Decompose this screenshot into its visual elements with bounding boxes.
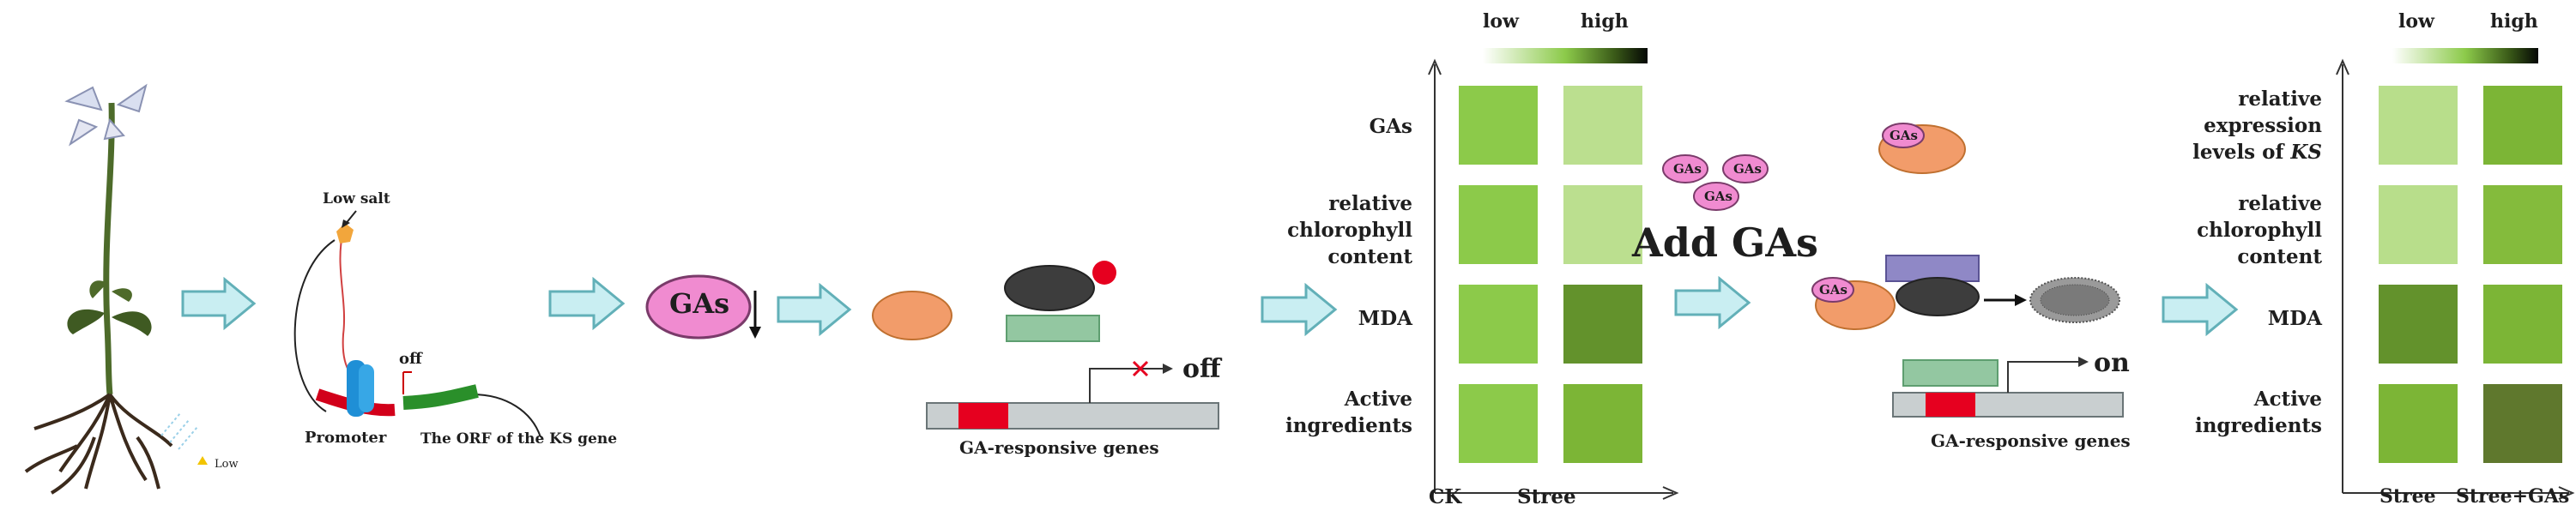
flow-arrow-3 bbox=[777, 283, 852, 336]
heatmap1-row-label-chlorophyll: relative chlorophyll content bbox=[1287, 190, 1412, 270]
heatmap2-row-label-active-line2: ingredients bbox=[2194, 414, 2322, 437]
promoter-diagram bbox=[293, 210, 541, 437]
heatmap2-row-label-active-line1: Active bbox=[2253, 388, 2322, 411]
gas-molecule-label-3: GAs bbox=[1704, 189, 1732, 204]
promoter-off-label: off bbox=[399, 350, 422, 368]
gene-on-label: on bbox=[2094, 348, 2130, 378]
heatmap2-cell-r2-c2 bbox=[2483, 185, 2562, 264]
heatmap2-row-label-chlorophyll-line1: relative bbox=[2238, 192, 2322, 215]
heatmap2-cell-r1-c1 bbox=[2379, 86, 2458, 165]
gas-molecules-cluster bbox=[1662, 154, 1769, 211]
heatmap1-legend-bar bbox=[1483, 48, 1648, 63]
heatmap2-row-label-chlorophyll-line3: content bbox=[2237, 245, 2322, 268]
genes-label-2: GA-responsive genes bbox=[1931, 430, 2131, 451]
add-gas-label: Add GAs bbox=[1632, 219, 1818, 266]
heatmap2-cell-r4-c1 bbox=[2379, 384, 2458, 463]
heatmap2-legend-low: low bbox=[2398, 10, 2434, 33]
soil-salt-label: Low bbox=[215, 458, 239, 471]
heatmap2-row-label-ks-line3: levels of KS bbox=[2192, 141, 2322, 164]
heatmap1-cell-r2-c1 bbox=[1459, 185, 1538, 264]
gas-oval-label: GAs bbox=[669, 287, 730, 320]
heatmap1-cell-r3-c1 bbox=[1459, 285, 1538, 364]
gene-on-diagram bbox=[1811, 123, 2124, 418]
heatmap2-row-label-mda: MDA bbox=[2267, 307, 2322, 330]
heatmap2-row-label-chlorophyll-line2: chlorophyll bbox=[2197, 219, 2322, 242]
gas-decrease-oval bbox=[645, 274, 761, 340]
heatmap2-row-label-chlorophyll: relative chlorophyll content bbox=[2197, 190, 2322, 270]
heatmap1-row-label-active: Active ingredients bbox=[1285, 386, 1412, 439]
heatmap1-cell-r3-c2 bbox=[1563, 285, 1642, 364]
gene-off-label: off bbox=[1182, 354, 1221, 384]
heatmap2-cell-r3-c1 bbox=[2379, 285, 2458, 364]
orf-label: The ORF of the KS gene bbox=[420, 430, 618, 448]
heatmap1-col-label-ck: CK bbox=[1429, 485, 1462, 508]
gene-off-diagram bbox=[872, 261, 1219, 430]
heatmap1-row-label-gas: GAs bbox=[1369, 115, 1412, 138]
heatmap2-col-label-stree-gas: Stree+GAs bbox=[2456, 485, 2570, 508]
heatmap1-cell-r4-c2 bbox=[1563, 384, 1642, 463]
heatmap2-cell-r1-c2 bbox=[2483, 86, 2562, 165]
heatmap1-axes bbox=[1428, 58, 1679, 500]
heatmap1-row-label-chlorophyll-line3: content bbox=[1327, 245, 1412, 268]
heatmap1-cell-r1-c2 bbox=[1563, 86, 1642, 165]
heatmap1-col-label-stree: Stree bbox=[1517, 485, 1576, 508]
heatmap2-row-label-active: Active ingredients bbox=[2195, 386, 2322, 439]
heatmap1-cell-r1-c1 bbox=[1459, 86, 1538, 165]
gas-molecule-label-1: GAs bbox=[1673, 161, 1702, 177]
plant-illustration bbox=[24, 83, 208, 495]
gas-molecule-label-2: GAs bbox=[1733, 161, 1762, 177]
heatmap1-row-label-active-line2: ingredients bbox=[1285, 414, 1412, 437]
flow-arrow-2 bbox=[548, 277, 626, 330]
heatmap1-row-label-chlorophyll-line2: chlorophyll bbox=[1287, 219, 1412, 242]
heatmap2-axes bbox=[2336, 58, 2575, 500]
heatmap1-cell-r4-c1 bbox=[1459, 384, 1538, 463]
genes-label-1: GA-responsive genes bbox=[959, 437, 1159, 458]
flow-arrow-6 bbox=[2162, 283, 2239, 336]
flow-arrow-5 bbox=[1674, 276, 1751, 329]
heatmap1-row-label-active-line1: Active bbox=[1344, 388, 1412, 411]
low-salt-label: Low salt bbox=[323, 190, 390, 207]
heatmap2-cell-r3-c2 bbox=[2483, 285, 2562, 364]
promoter-label: Promoter bbox=[305, 429, 387, 447]
heatmap2-row-label-ks-line1: relative bbox=[2238, 87, 2322, 111]
heatmap2-row-label-ks: relative expression levels of KS bbox=[2192, 86, 2322, 165]
heatmap1-cell-r2-c2 bbox=[1563, 185, 1642, 264]
heatmap2-col-label-stree: Stree bbox=[2379, 485, 2436, 508]
heatmap1-legend-low: low bbox=[1483, 10, 1519, 33]
flow-arrow-4 bbox=[1261, 283, 1338, 336]
heatmap1-legend-high: high bbox=[1581, 10, 1629, 33]
heatmap1-row-label-chlorophyll-line1: relative bbox=[1328, 192, 1412, 215]
heatmap2-row-label-ks-line2: expression bbox=[2204, 114, 2322, 137]
gas-bound-label-top: GAs bbox=[1890, 128, 1918, 143]
heatmap2-cell-r4-c2 bbox=[2483, 384, 2562, 463]
heatmap2-legend-bar bbox=[2392, 48, 2538, 63]
gas-bound-label-mid: GAs bbox=[1819, 282, 1847, 298]
heatmap2-legend-high: high bbox=[2490, 10, 2538, 33]
heatmap2-cell-r2-c1 bbox=[2379, 185, 2458, 264]
flow-arrow-1 bbox=[181, 277, 257, 330]
heatmap1-row-label-mda: MDA bbox=[1358, 307, 1412, 330]
